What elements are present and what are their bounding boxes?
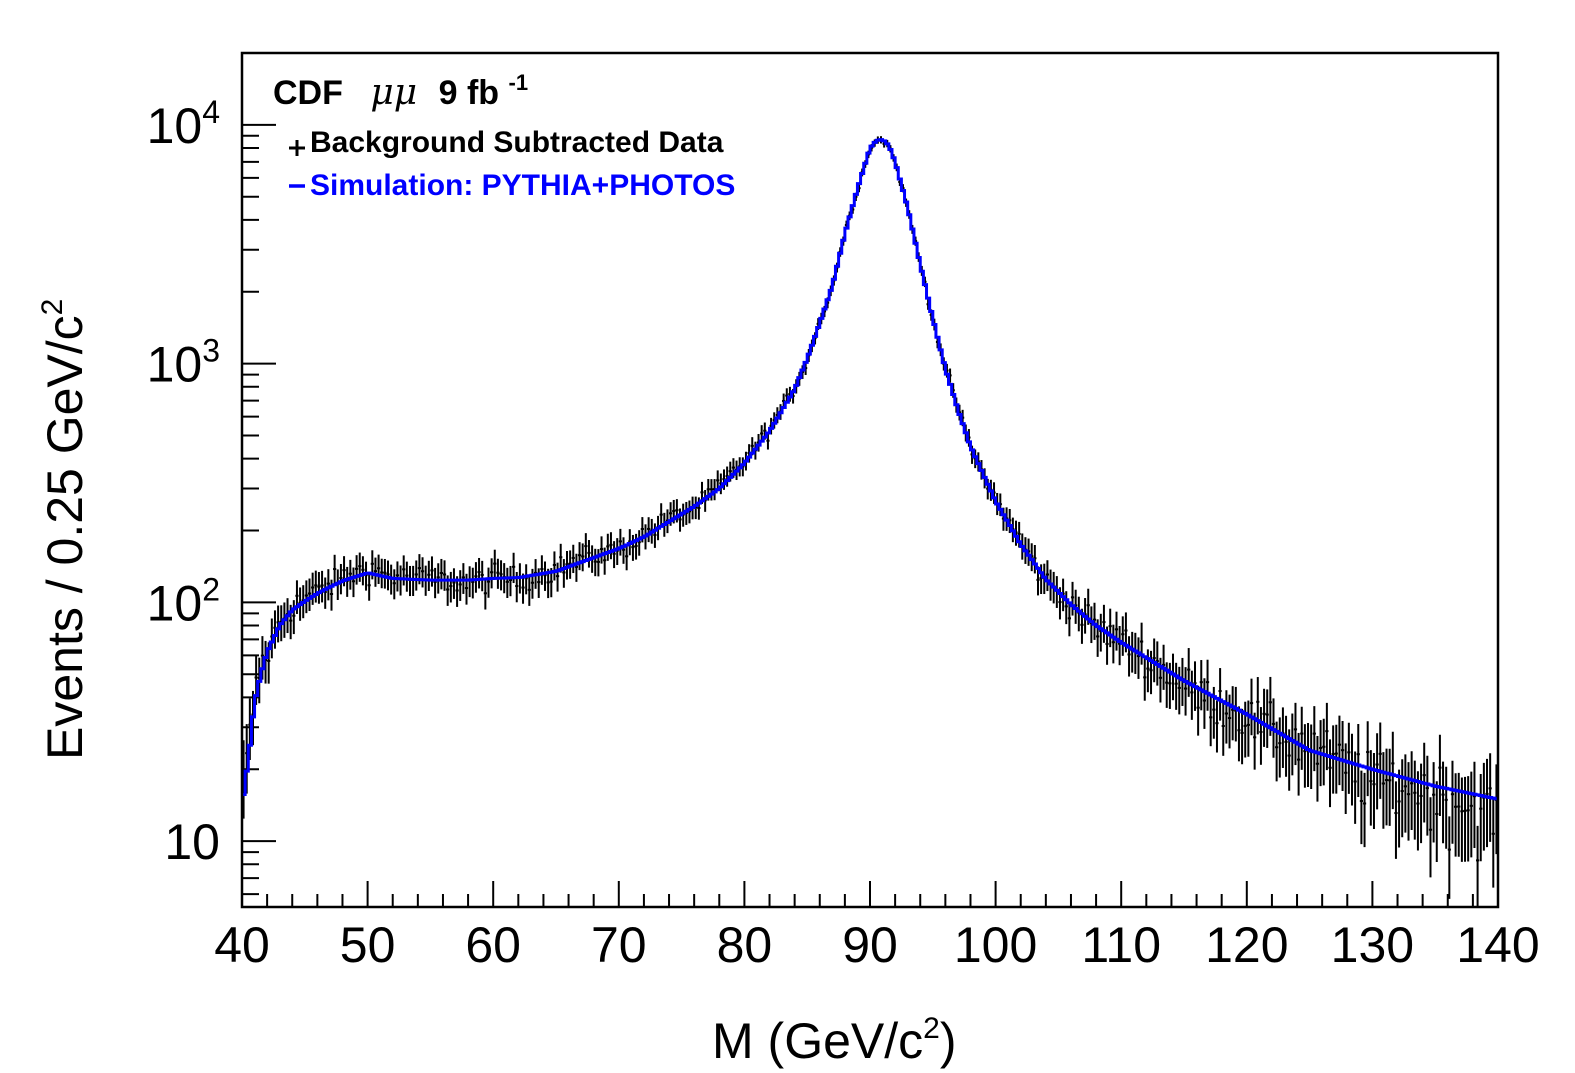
x-axis-title-exp: 2 [923,1012,940,1045]
y-axis-title-main: Events / 0.25 GeV/c [37,315,93,760]
y-tick-label: 103 [147,333,220,393]
header-label: CDF μμ 9 fb -1 [273,70,528,113]
y-tick-label: 10 [164,814,220,870]
y-axis-title: Events / 0.25 GeV/c2 [36,299,93,760]
x-tick-label: 90 [842,917,898,973]
series-simulation-line [242,138,1498,801]
x-tick-label: 100 [954,917,1037,973]
header-channel: μμ [370,72,417,113]
series-layer [241,136,1499,906]
y-axis-title-exp: 2 [36,299,69,316]
legend-data-label: Background Subtracted Data [310,126,724,159]
x-tick-label: 40 [214,917,270,973]
x-tick-label: 110 [1081,917,1161,973]
header-experiment: CDF [273,74,343,112]
x-axis-title-main: M (GeV/c [712,1013,923,1069]
x-tick-label: 50 [340,917,396,973]
legend-simulation-label: Simulation: PYTHIA+PHOTOS [310,169,735,202]
plot-frame [240,51,1500,909]
x-tick-label: 120 [1205,917,1288,973]
x-tick-label: 60 [465,917,521,973]
header-luminosity-exp: -1 [509,70,529,95]
legend: Background Subtracted Data Simulation: P… [289,126,735,202]
x-tick-label: 70 [591,917,647,973]
x-tick-label: 80 [717,917,773,973]
x-tick-label: 140 [1456,917,1539,973]
x-tick-label: 130 [1331,917,1414,973]
x-axis-title-tail: ) [940,1013,957,1069]
y-tick-label: 102 [147,571,220,631]
header-luminosity: 9 fb [439,74,499,112]
legend-data-marker [289,140,305,156]
axes: 40 50 60 70 80 90 100 110 120 130 140 10 102 103 104 [147,52,1540,973]
x-axis-title: M (GeV/c2) [712,1012,956,1069]
y-tick-label: 104 [147,94,220,154]
